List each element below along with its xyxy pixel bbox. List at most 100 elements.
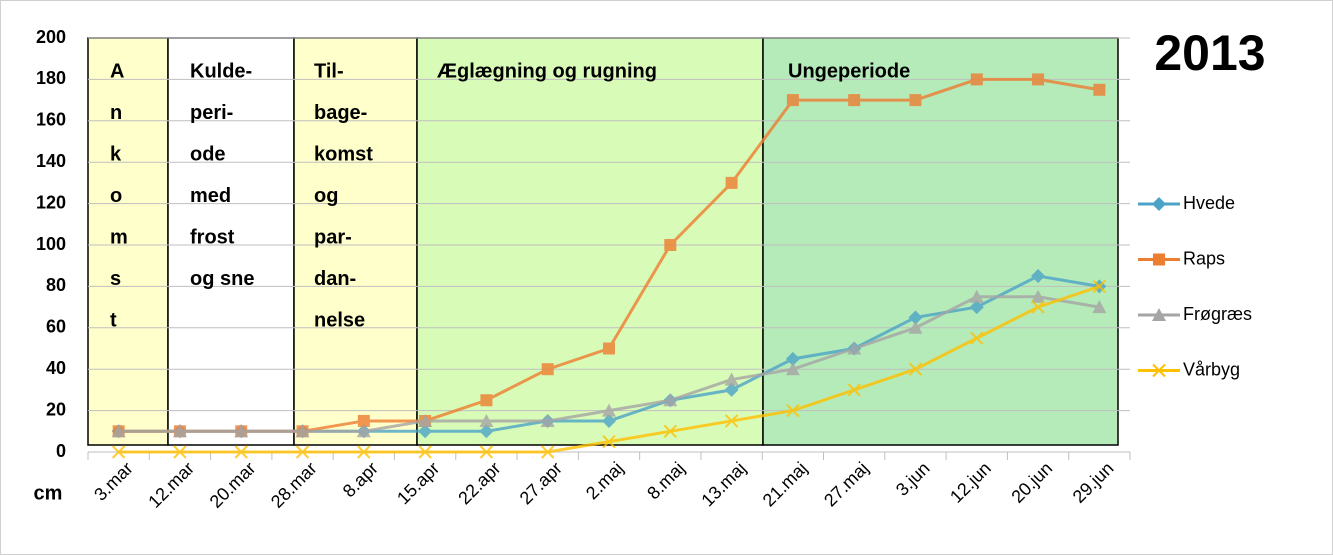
marker [357, 414, 370, 427]
marker [786, 403, 800, 418]
period-label: A [110, 60, 124, 82]
period [293, 37, 418, 446]
period-label: n [110, 102, 122, 124]
marker [602, 403, 616, 417]
marker [663, 424, 678, 439]
y-axis-label: cm [34, 482, 63, 504]
marker [1031, 269, 1046, 284]
marker [1152, 363, 1166, 378]
period-label: o [110, 185, 122, 207]
period-label: par- [314, 226, 352, 248]
marker [172, 424, 187, 438]
y-tick-label: 140 [36, 151, 66, 171]
period-region [87, 37, 169, 446]
marker [908, 310, 923, 325]
period-label: s [110, 268, 121, 290]
marker [602, 413, 616, 428]
marker [908, 362, 923, 376]
marker [1152, 197, 1166, 211]
marker [725, 176, 738, 189]
y-tick-label: 180 [36, 68, 66, 88]
period-label: m [110, 226, 128, 248]
marker [295, 424, 310, 438]
legend-label: Vårbyg [1183, 359, 1240, 379]
period [416, 37, 764, 446]
period [167, 37, 295, 446]
period-label: bage- [314, 102, 367, 124]
legend-label: Hvede [1183, 193, 1235, 213]
period-label: ode [190, 143, 226, 165]
marker [602, 434, 616, 449]
marker [479, 413, 494, 427]
marker [1092, 300, 1107, 314]
period-label: Til- [314, 60, 344, 82]
series [112, 73, 1106, 438]
chart-title: 2013 [1154, 25, 1265, 81]
marker [724, 372, 739, 386]
marker [418, 413, 433, 427]
period-label: nelse [314, 309, 365, 331]
y-tick-label: 0 [56, 441, 66, 461]
y-tick-label: 60 [46, 317, 66, 337]
marker [969, 300, 984, 315]
marker [418, 445, 432, 459]
period-label: k [110, 143, 122, 165]
period-label: frost [190, 226, 235, 248]
marker [724, 382, 739, 397]
marker [969, 289, 984, 303]
marker [909, 94, 922, 107]
period-label: Æglægning og rugning [437, 60, 657, 82]
marker [357, 445, 371, 459]
y-tick-label: 40 [46, 358, 66, 378]
marker [603, 342, 615, 355]
marker [848, 94, 861, 107]
marker [418, 424, 433, 439]
period-label: og [314, 185, 338, 207]
marker [1152, 308, 1166, 321]
marker [1031, 300, 1045, 314]
series [111, 289, 1107, 438]
period-region [167, 37, 295, 446]
y-tick-label: 160 [36, 110, 66, 130]
marker [785, 362, 800, 376]
period-label: Kulde- [190, 60, 252, 82]
marker [295, 445, 310, 459]
period-label: komst [314, 143, 373, 165]
marker [479, 445, 494, 459]
marker [234, 424, 249, 438]
marker [541, 363, 554, 376]
marker [111, 424, 126, 438]
y-tick-label: 20 [46, 399, 66, 419]
y-tick-label: 200 [36, 27, 66, 47]
marker [173, 445, 187, 459]
y-tick-label: 120 [36, 192, 66, 212]
period-label: dan- [314, 268, 356, 290]
marker [356, 424, 371, 438]
marker [970, 331, 984, 345]
period-region [293, 37, 418, 446]
marker [786, 94, 799, 107]
marker [724, 414, 739, 428]
y-tick-label: 100 [36, 234, 66, 254]
legend-label: Raps [1183, 248, 1225, 268]
marker [1093, 83, 1106, 96]
period [87, 37, 169, 446]
marker [234, 445, 248, 459]
marker [664, 239, 677, 251]
period-label: peri- [190, 102, 233, 124]
marker [1153, 253, 1165, 266]
marker [908, 320, 923, 334]
marker [847, 341, 862, 355]
marker [1032, 73, 1045, 86]
marker [970, 73, 983, 86]
marker [540, 445, 555, 459]
marker [663, 393, 678, 407]
period-label: og sne [190, 268, 254, 290]
marker [785, 351, 800, 366]
marker [480, 394, 493, 407]
period-label: Ungeperiode [788, 60, 910, 82]
marker [540, 413, 555, 427]
legend-label: Frøgræs [1183, 304, 1252, 324]
marker [1092, 279, 1107, 294]
